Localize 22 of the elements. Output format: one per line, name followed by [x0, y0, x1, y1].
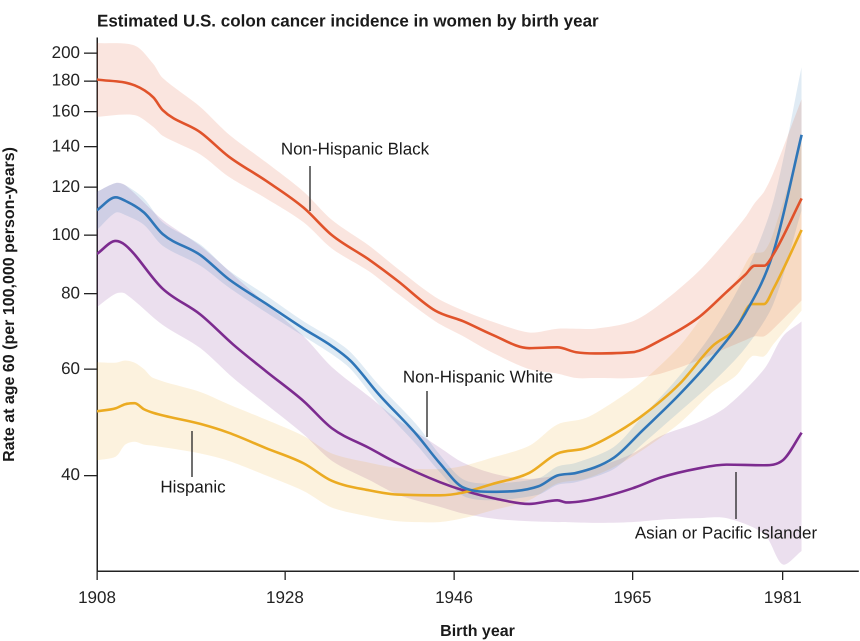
x-tick-label: 1946 [435, 588, 473, 607]
series-label: Non-Hispanic White [402, 368, 554, 387]
x-tick-label: 1965 [614, 588, 652, 607]
y-tick-label: 180 [52, 70, 80, 90]
x-tick-label: 1928 [266, 588, 304, 607]
y-tick-label: 160 [52, 102, 80, 121]
y-tick-label: 120 [52, 176, 80, 196]
y-tick-label: 80 [61, 283, 80, 302]
y-tick-label: 200 [52, 42, 80, 62]
text: Hispanic [160, 478, 226, 497]
chart-title: Estimated U.S. colon cancer incidence in women by birth year [97, 12, 600, 31]
x-axis-title: Birth year [440, 622, 515, 640]
x-tick-label: 1908 [78, 588, 116, 607]
y-tick-label: 40 [61, 465, 80, 484]
y-tick-label: 140 [52, 136, 80, 156]
x-tick-label: 1981 [764, 588, 802, 607]
y-axis-title: Rate at age 60 (per 100,000 person-years) [1, 147, 18, 462]
text: Asian or Pacific Islander [634, 524, 818, 543]
y-tick-label: 100 [52, 224, 80, 244]
line-series [97, 78, 803, 355]
series-label: Non-Hispanic Black [280, 140, 430, 159]
y-tick-label: 60 [61, 358, 80, 378]
